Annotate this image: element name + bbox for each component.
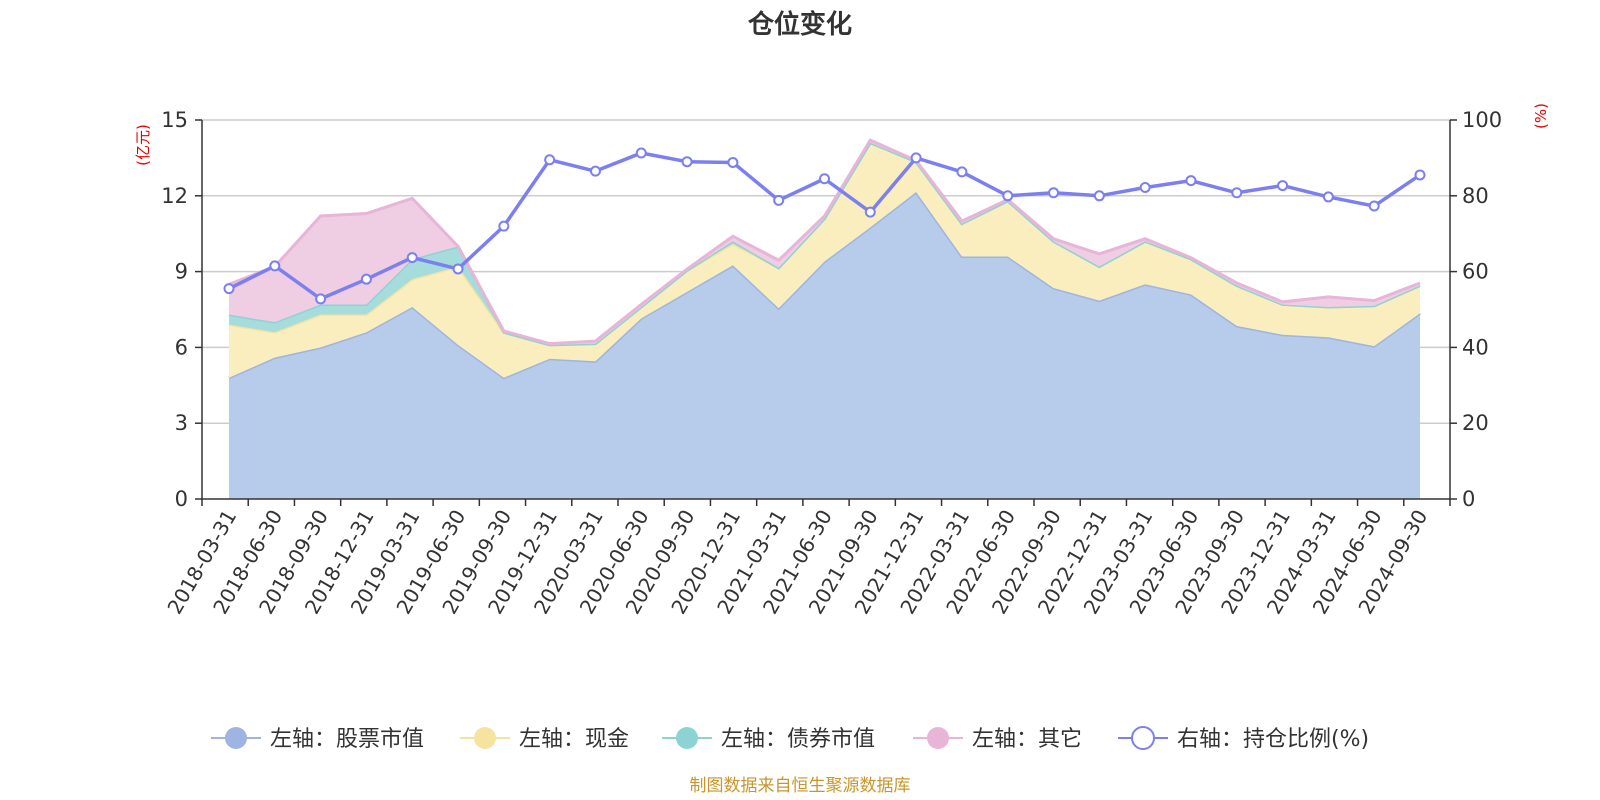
- left-tick-label: 9: [175, 260, 188, 284]
- right-tick-label: 40: [1462, 335, 1489, 359]
- legend-label: 左轴：其它: [972, 727, 1082, 752]
- right-tick-label: 0: [1462, 487, 1475, 511]
- legend-swatch-marker: [474, 727, 496, 749]
- ratio-point: [681, 156, 693, 168]
- right-axis-ticks: 0 20 40 60 80 100: [1450, 108, 1502, 511]
- x-axis-ticks: 2018-03-312018-06-302018-09-302018-12-31…: [162, 499, 1451, 618]
- left-tick-label: 15: [161, 108, 188, 132]
- ratio-point: [1277, 180, 1289, 192]
- legend: 左轴：股票市值 左轴：现金 左轴：债券市值 左轴：其它 右轴：持仓比例(%): [211, 726, 1369, 752]
- ratio-point: [1322, 191, 1334, 203]
- ratio-point: [223, 283, 235, 295]
- ratio-point: [1139, 181, 1151, 193]
- ratio-point: [1231, 187, 1243, 199]
- ratio-point: [864, 206, 876, 218]
- chart-title: 仓位变化: [747, 9, 852, 40]
- left-tick-label: 3: [175, 411, 188, 435]
- ratio-point: [773, 194, 785, 206]
- ratio-point: [819, 173, 830, 185]
- legend-item-5: 右轴：持仓比例(%): [1118, 726, 1369, 752]
- ratio-line-series: [223, 147, 1426, 305]
- ratio-point: [269, 260, 281, 272]
- ratio-point: [635, 147, 647, 159]
- ratio-point: [452, 263, 464, 275]
- right-axis-unit: (%): [1532, 103, 1550, 129]
- area-2: [229, 142, 1420, 378]
- ratio-point: [1368, 200, 1380, 212]
- left-axis-ticks: 0 3 6 9 12 15: [161, 108, 202, 511]
- left-tick-label: 12: [161, 184, 188, 208]
- ratio-point: [1093, 190, 1105, 202]
- ratio-point: [956, 166, 968, 178]
- legend-item-2: 左轴：现金: [460, 727, 629, 752]
- stacked-areas: [228, 138, 1421, 499]
- left-tick-label: 0: [175, 487, 188, 511]
- legend-label: 右轴：持仓比例(%): [1177, 727, 1369, 752]
- ratio-point: [315, 293, 327, 305]
- legend-item-1: 左轴：股票市值: [211, 727, 424, 752]
- ratio-point: [727, 156, 739, 168]
- ratio-point: [589, 165, 601, 177]
- ratio-point: [544, 154, 556, 166]
- left-tick-label: 6: [175, 335, 188, 359]
- left-axis-unit: (亿元): [134, 124, 152, 166]
- right-tick-label: 100: [1462, 108, 1502, 132]
- legend-swatch-marker: [927, 727, 949, 749]
- ratio-point: [1185, 175, 1197, 187]
- legend-label: 左轴：债券市值: [721, 727, 875, 752]
- ratio-point: [1002, 190, 1014, 202]
- right-tick-label: 60: [1462, 260, 1489, 284]
- area-edge-4: [228, 138, 1421, 346]
- right-tick-label: 80: [1462, 184, 1489, 208]
- right-tick-label: 20: [1462, 411, 1489, 435]
- legend-label: 左轴：股票市值: [270, 727, 424, 752]
- source-note: 制图数据来自恒生聚源数据库: [690, 776, 911, 796]
- ratio-point: [910, 152, 922, 164]
- legend-label: 左轴：现金: [519, 727, 629, 752]
- ratio-point: [498, 220, 510, 232]
- area-1: [229, 192, 1420, 499]
- legend-swatch-marker: [676, 727, 698, 749]
- legend-swatch-marker: [1131, 726, 1155, 750]
- ratio-point: [406, 252, 418, 264]
- legend-swatch-marker: [225, 727, 247, 749]
- legend-item-4: 左轴：其它: [913, 727, 1082, 752]
- axes: [201, 120, 1451, 500]
- legend-item-3: 左轴：债券市值: [662, 727, 875, 752]
- ratio-point: [1414, 169, 1426, 181]
- ratio-point: [360, 273, 372, 285]
- ratio-point: [1048, 187, 1060, 199]
